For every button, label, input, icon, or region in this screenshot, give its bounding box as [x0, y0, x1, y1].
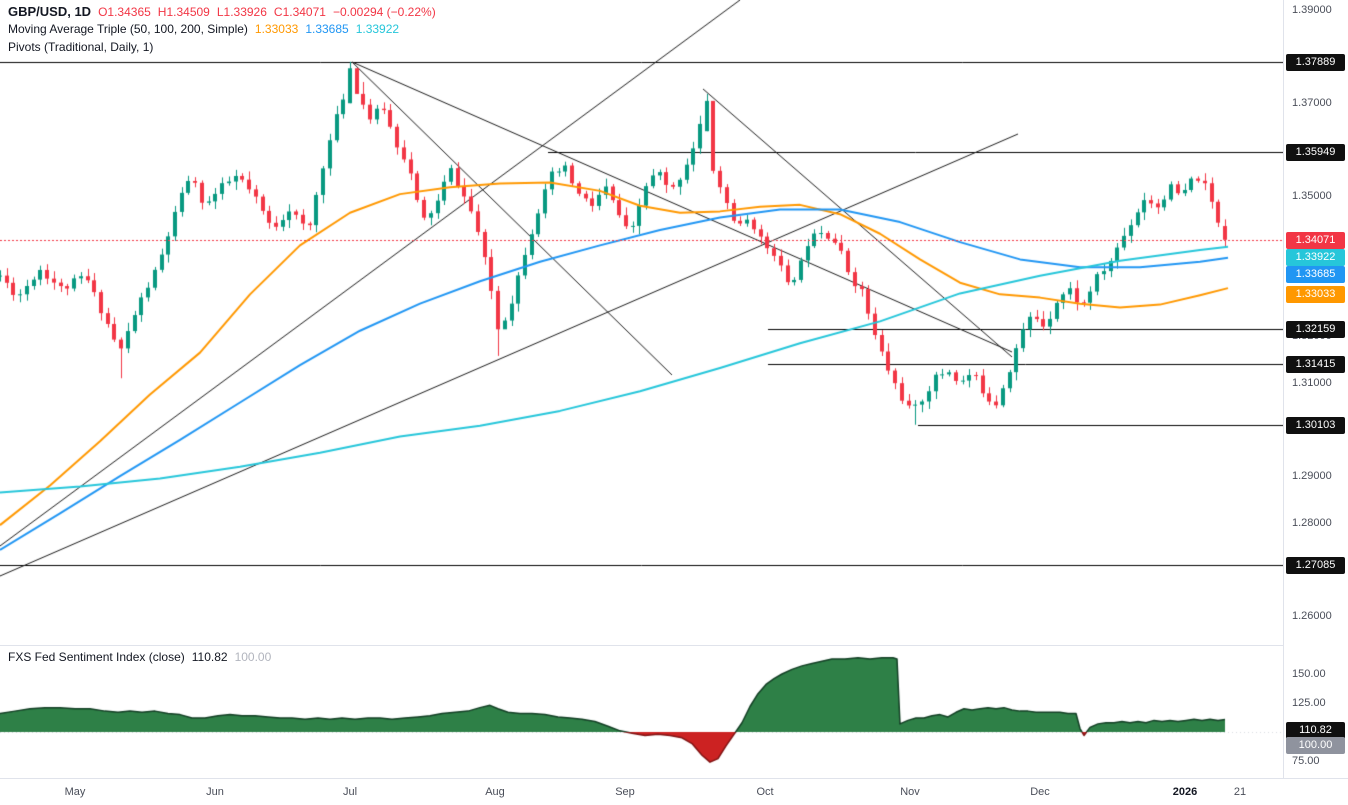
price-level-badge: 1.35949: [1286, 144, 1345, 162]
sentiment-baseline-value: 100.00: [234, 650, 272, 664]
price-axis-label: 1.35000: [1292, 190, 1332, 203]
ma-indicator-title[interactable]: Moving Average Triple (50, 100, 200, Sim…: [8, 22, 248, 36]
time-axis-label: Oct: [756, 786, 774, 798]
time-axis-label: Aug: [485, 786, 505, 798]
main-chart-canvas[interactable]: [0, 0, 1283, 645]
price-axis-label: 1.28000: [1292, 516, 1332, 529]
time-axis-label: Dec: [1030, 786, 1050, 798]
price-axis-label: 1.31000: [1292, 376, 1332, 389]
sentiment-axis-label: 75.00: [1292, 755, 1320, 767]
ohlc-open: O1.34365: [98, 5, 151, 19]
price-level-badge: 1.33033: [1286, 286, 1345, 304]
price-axis-label: 1.29000: [1292, 470, 1332, 483]
ma-legend-row: Moving Average Triple (50, 100, 200, Sim…: [8, 22, 436, 40]
sentiment-pane: FXS Fed Sentiment Index (close) 110.82 1…: [0, 646, 1283, 778]
price-level-badge: 1.33922: [1286, 248, 1345, 266]
sentiment-level-badge: 110.82: [1286, 722, 1345, 740]
price-level-badge: 1.31415: [1286, 355, 1345, 373]
price-axis-label: 1.37000: [1292, 97, 1332, 110]
symbol-title[interactable]: GBP/USD, 1D: [8, 4, 92, 19]
price-level-badge: 1.32159: [1286, 320, 1345, 338]
sentiment-legend-row: FXS Fed Sentiment Index (close) 110.82 1…: [8, 650, 271, 668]
time-axis-label: 2026: [1172, 786, 1198, 798]
time-axis-label: Jun: [206, 786, 224, 798]
price-level-badge: 1.37889: [1286, 53, 1345, 71]
sentiment-axis-label: 125.00: [1292, 697, 1326, 709]
time-scale[interactable]: May Jun Jul Aug Sep Oct Nov Dec 2026 21: [0, 778, 1348, 805]
pane-separator[interactable]: [0, 645, 1348, 646]
price-level-badge: 1.33685: [1286, 265, 1345, 283]
ma50-value: 1.33033: [254, 22, 299, 36]
sentiment-legend: FXS Fed Sentiment Index (close) 110.82 1…: [8, 650, 271, 668]
time-axis-label: 21: [1233, 786, 1247, 798]
ohlc-close: C1.34071: [273, 5, 326, 19]
sentiment-value: 110.82: [191, 650, 228, 664]
sentiment-indicator-title[interactable]: FXS Fed Sentiment Index (close): [8, 650, 185, 664]
symbol-legend-row: GBP/USD, 1D O1.34365 H1.34509 L1.33926 C…: [8, 4, 436, 22]
main-legend: GBP/USD, 1D O1.34365 H1.34509 L1.33926 C…: [8, 4, 436, 58]
sentiment-axis-label: 150.00: [1292, 668, 1326, 680]
main-price-pane: GBP/USD, 1D O1.34365 H1.34509 L1.33926 C…: [0, 0, 1283, 645]
pivots-indicator-title[interactable]: Pivots (Traditional, Daily, 1): [8, 40, 154, 54]
time-axis-label: Sep: [615, 786, 635, 798]
price-scale[interactable]: 1.390001.370001.350001.320001.310001.290…: [1283, 0, 1348, 778]
price-axis-label: 1.39000: [1292, 4, 1332, 16]
price-axis-label: 1.26000: [1292, 610, 1332, 622]
time-axis-label: May: [64, 786, 86, 798]
sentiment-chart-canvas[interactable]: [0, 646, 1283, 778]
price-level-badge: 1.27085: [1286, 557, 1345, 575]
ohlc-high: H1.34509: [157, 5, 210, 19]
time-axis-label: Nov: [900, 786, 920, 798]
sentiment-level-badge: 100.00: [1286, 737, 1345, 754]
price-level-badge: 1.34071: [1286, 231, 1345, 249]
ohlc-low: L1.33926: [216, 5, 267, 19]
time-axis-label: Jul: [342, 786, 358, 798]
price-level-badge: 1.30103: [1286, 416, 1345, 434]
pivots-legend-row: Pivots (Traditional, Daily, 1): [8, 40, 436, 58]
ohlc-change: −0.00294 (−0.22%): [332, 5, 436, 19]
ma100-value: 1.33685: [305, 22, 349, 36]
ma200-value: 1.33922: [355, 22, 400, 36]
